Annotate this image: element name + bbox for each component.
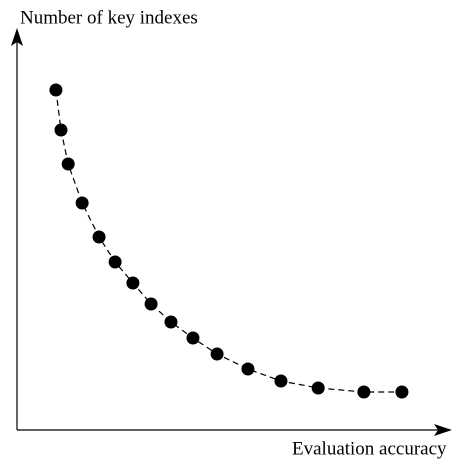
point <box>108 255 122 269</box>
point <box>144 297 158 311</box>
point <box>75 196 89 210</box>
point <box>274 374 288 388</box>
point <box>395 385 409 399</box>
point <box>54 123 68 137</box>
point <box>357 385 371 399</box>
point <box>164 315 178 329</box>
point <box>49 83 63 97</box>
point <box>61 157 75 171</box>
y-axis-label: Number of key indexes <box>20 7 198 28</box>
x-axis-label: Evaluation accuracy <box>292 438 447 459</box>
x-axis-arrow <box>434 424 452 436</box>
y-axis-arrow <box>11 28 23 46</box>
point <box>311 381 325 395</box>
point <box>126 276 140 290</box>
point <box>210 347 224 361</box>
point <box>92 230 106 244</box>
point <box>241 362 255 376</box>
point <box>186 331 200 345</box>
trend-line <box>55 89 402 393</box>
